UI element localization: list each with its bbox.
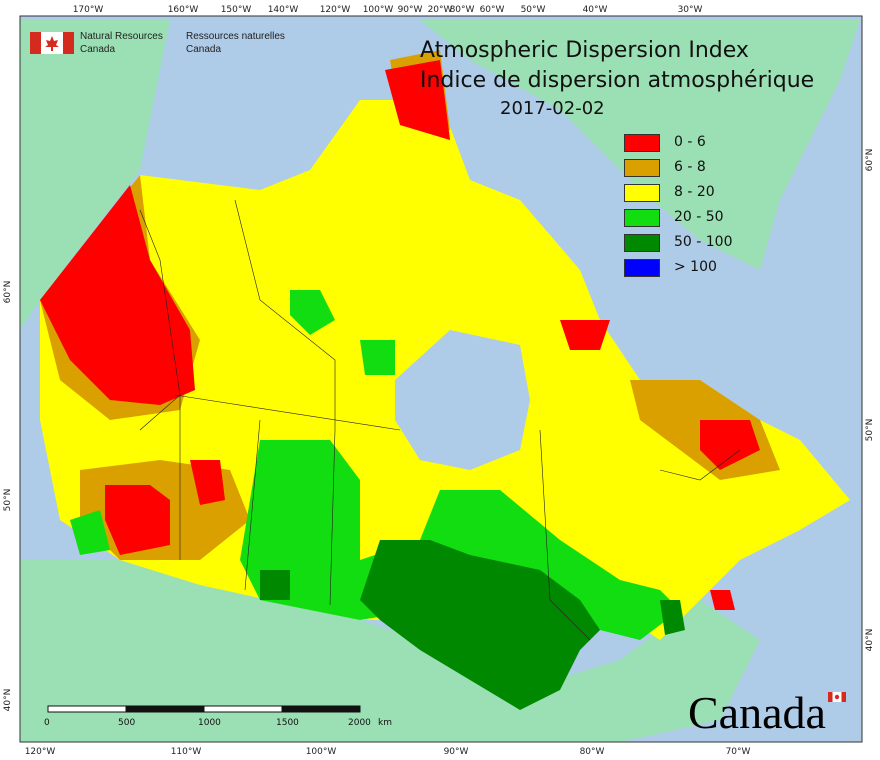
title-block: Atmospheric Dispersion Index Indice de d… — [420, 36, 814, 122]
sk-mb-boundary — [329, 429, 336, 606]
scale-label: 500 — [118, 718, 136, 728]
legend-label: 6 - 8 — [674, 159, 706, 175]
tick-label: 150°W — [221, 5, 252, 15]
territories-south-boundary — [174, 394, 401, 431]
very-poor-region-nb — [710, 590, 735, 610]
alberta-sk-boundary — [244, 419, 261, 591]
legend-swatch — [624, 134, 660, 152]
tick-label: 170°W — [73, 5, 104, 15]
wordmark-flag-icon — [828, 692, 846, 702]
agency-en-line2: Canada — [80, 44, 116, 55]
legend-label: 50 - 100 — [674, 234, 733, 250]
tick-label: 20°W — [428, 5, 453, 15]
map-title-fr: Indice de dispersion atmosphérique — [420, 68, 815, 93]
very-poor-region-baffin — [560, 320, 610, 350]
tick-label: 70°W — [726, 747, 751, 757]
nwt-nunavut-boundary — [234, 199, 336, 430]
tick-label: 60°W — [480, 5, 505, 15]
scale-label: km — [378, 718, 392, 728]
tick-label: 110°W — [171, 747, 202, 757]
tick-label: 40°W — [583, 5, 608, 15]
agency-en-line1: Natural Resources — [80, 31, 163, 42]
boundary-lines — [139, 199, 741, 641]
right-ticks: 60°N 50°N 40°N — [865, 149, 875, 652]
tick-label: 60°N — [865, 149, 875, 172]
legend-label: 20 - 50 — [674, 209, 724, 225]
on-qc-boundary — [539, 429, 591, 641]
agency-fr-line2: Canada — [186, 44, 222, 55]
tick-label: 90°W — [398, 5, 423, 15]
tick-label: 40°N — [3, 689, 13, 712]
scale-label: 0 — [44, 718, 50, 728]
scale-labels: 0 500 1000 1500 2000 km — [30, 718, 430, 732]
good-region-nunavut — [360, 340, 395, 375]
tick-label: 80°W — [450, 5, 475, 15]
scale-seg-2 — [125, 705, 205, 713]
very-good-region-sk — [260, 570, 290, 600]
legend-label: 0 - 6 — [674, 134, 706, 150]
tick-label: 50°N — [865, 419, 875, 442]
tick-label: 50°N — [3, 489, 13, 512]
very-poor-region-alberta — [190, 460, 225, 505]
very-good-region-ontario — [360, 540, 600, 710]
canada-wordmark: Canada — [688, 687, 826, 738]
map-border — [19, 15, 863, 743]
usa-land — [20, 560, 760, 742]
tick-label: 30°W — [678, 5, 703, 15]
very-poor-region-labrador — [700, 420, 760, 470]
tick-label: 160°W — [168, 5, 199, 15]
tick-label: 50°W — [521, 5, 546, 15]
legend-swatch — [624, 209, 660, 227]
scale-seg-3 — [203, 705, 283, 713]
good-region-bc-coast — [70, 510, 110, 555]
good-region-prairies — [240, 440, 680, 640]
scale-label: 2000 — [348, 718, 371, 728]
canada-flag-icon — [30, 32, 74, 54]
scale-label: 1000 — [198, 718, 221, 728]
scale-seg-1 — [47, 705, 127, 713]
qc-labrador-boundary — [659, 449, 741, 481]
legend-swatch — [624, 184, 660, 202]
scale-seg-4 — [281, 705, 361, 713]
tick-label: 100°W — [306, 747, 337, 757]
tick-label: 40°N — [865, 629, 875, 652]
legend-swatch — [624, 234, 660, 252]
very-poor-region-ellesmere — [385, 60, 450, 140]
very-poor-region-bc — [105, 485, 170, 555]
very-good-region-ns — [660, 600, 685, 635]
tick-label: 60°N — [3, 281, 13, 304]
very-poor-region-yukon — [40, 185, 195, 405]
map-date: 2017-02-02 — [500, 98, 605, 119]
agency-fr-line1: Ressources naturelles — [186, 31, 285, 42]
scale-bar — [47, 705, 361, 713]
tick-label: 100°W — [363, 5, 394, 15]
tick-label: 120°W — [25, 747, 56, 757]
alaska-land — [20, 20, 170, 330]
bottom-ticks: 120°W 110°W 100°W 90°W 80°W 70°W — [25, 747, 751, 757]
tick-label: 120°W — [320, 5, 351, 15]
map-title-en: Atmospheric Dispersion Index — [420, 38, 749, 63]
hudson-bay — [395, 330, 530, 470]
good-region-nwt — [290, 290, 335, 335]
tick-label: 90°W — [444, 747, 469, 757]
scale-label: 1500 — [276, 718, 299, 728]
legend-swatch — [624, 159, 660, 177]
legend-label: 8 - 20 — [674, 184, 715, 200]
top-ticks: 170°W 160°W 150°W 140°W 120°W 100°W 90°W 80°W 60… — [73, 5, 703, 15]
legend-label: > 100 — [674, 259, 717, 275]
left-ticks: 60°N 50°N 40°N — [3, 281, 13, 712]
tick-label: 140°W — [268, 5, 299, 15]
tick-label: 80°W — [580, 747, 605, 757]
yukon-nwt-boundary — [139, 209, 181, 396]
legend-swatch — [624, 259, 660, 277]
